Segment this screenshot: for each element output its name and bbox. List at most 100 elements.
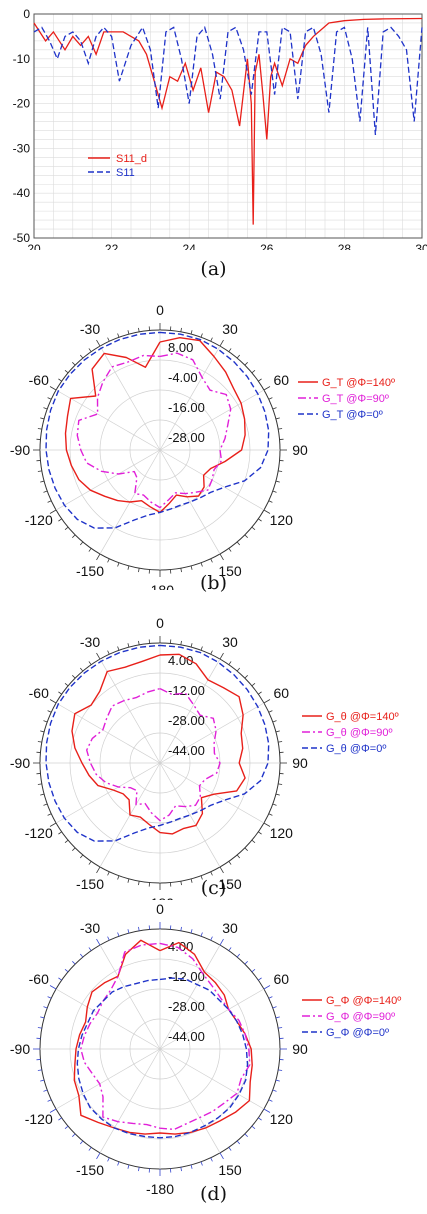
polar-tick (200, 1161, 203, 1166)
polar-tick (43, 490, 48, 493)
polar-tick (272, 803, 277, 806)
polar-tick (272, 720, 277, 723)
a-legend-label: S11_d (116, 153, 147, 165)
polar-tick (58, 831, 62, 835)
polar-tick (58, 691, 62, 695)
polar-tick (236, 1140, 241, 1145)
polar-tick (210, 1157, 213, 1162)
polar-tick (268, 1099, 273, 1102)
polar-radial-label: -12.00 (168, 683, 205, 698)
polar-angle-label: 30 (222, 920, 238, 936)
polar-grid-spoke (159, 658, 221, 764)
polar-grid-spoke (159, 389, 265, 451)
polar-tick (278, 470, 283, 472)
a-plot-frame (33, 13, 423, 239)
polar-tick (219, 866, 224, 874)
polar-series-line-0 (64, 337, 246, 514)
polar-tick (49, 985, 57, 990)
polar-tick (275, 1016, 280, 1019)
polar-angle-label: -90 (10, 442, 30, 458)
polar-tick (40, 730, 45, 733)
polar-radial-label: -16.00 (168, 400, 205, 415)
polar-tick (180, 568, 182, 573)
polar-tick (244, 961, 248, 965)
polar-angle-label: 0 (156, 615, 164, 631)
a-series-line-1 (33, 25, 423, 136)
polar-tick (37, 470, 42, 472)
polar-tick (268, 397, 273, 400)
polar-tick (275, 1079, 280, 1082)
polar-radial-label: -12.00 (168, 969, 205, 984)
polar-tick (244, 362, 248, 366)
polar-tick (49, 699, 57, 704)
polar-tick (251, 1125, 256, 1130)
polar-tick (268, 500, 273, 503)
polar-angle-label: -180 (146, 1181, 174, 1197)
polar-tick (88, 661, 92, 665)
polar-angle-label: 90 (292, 1041, 308, 1057)
a-x-tick-label: 24 (183, 242, 197, 250)
polar-tick (228, 348, 232, 352)
polar-tick (180, 640, 182, 645)
polar-tick (272, 490, 277, 493)
polar-tick (72, 961, 76, 965)
a-x-tick-label: 28 (338, 242, 352, 250)
polar-tick (96, 938, 101, 946)
polar-tick (190, 1164, 193, 1169)
polar-angle-label: -180 (146, 582, 174, 590)
polar-tick (138, 1167, 140, 1172)
polar-tick (79, 953, 84, 958)
polar-tick (107, 1157, 110, 1162)
polar-tick (236, 667, 241, 672)
polar-tick (138, 327, 140, 332)
polar-tick (251, 682, 256, 687)
polar-tick (64, 682, 69, 687)
polar-tick (228, 548, 232, 552)
polar-angle-label: -120 (25, 825, 53, 841)
polar-tick (49, 822, 57, 827)
polar-series-line-2 (45, 331, 270, 529)
polar-angle-label: 60 (273, 971, 289, 987)
polar-angle-label: -180 (146, 895, 174, 900)
polar-tick (244, 1133, 248, 1137)
polar-angle-label: 120 (270, 825, 294, 841)
polar-tick (180, 327, 182, 332)
polar-grid-spoke (159, 944, 221, 1050)
polar-tick (107, 650, 110, 655)
polar-tick (107, 558, 110, 563)
polar-tick (210, 936, 213, 941)
polar-tick (47, 500, 52, 503)
a-y-tick-label: -20 (13, 97, 31, 111)
polar-grid-spoke (55, 762, 161, 824)
polar-legend-label: G_θ @Φ=90º (326, 727, 392, 739)
polar-tick (272, 1089, 277, 1092)
polar-tick (72, 534, 76, 538)
polar-tick (37, 428, 42, 430)
polar-tick (190, 929, 193, 934)
polar-tick (278, 428, 283, 430)
polar-tick (88, 548, 92, 552)
polar-tick (251, 526, 256, 531)
polar-tick (37, 741, 42, 743)
polar-tick (79, 1140, 84, 1145)
polar-tick (275, 793, 280, 796)
polar-tick (49, 509, 57, 514)
polar-grid-spoke (55, 1048, 161, 1110)
polar-tick (88, 348, 92, 352)
polar-series-line-2 (76, 977, 249, 1139)
polar-grid-spoke (159, 762, 221, 868)
polar-tick (200, 646, 203, 651)
polar-tick (96, 866, 101, 874)
polar-tick (117, 333, 120, 338)
polar-tick (40, 480, 45, 483)
s11-line-chart: 20 22 24 26 28 30 0 -10 -20 -30 -40 -50 S11_d S11 (13, 7, 427, 250)
polar-tick (79, 854, 84, 859)
a-legend-label: S11 (116, 167, 135, 179)
polar-series-line-2 (45, 644, 270, 842)
polar-tick (79, 667, 84, 672)
polar-angle-label: 30 (222, 634, 238, 650)
polar-tick (263, 509, 271, 514)
polar-angle-label: -60 (29, 971, 49, 987)
caption-b: (b) (200, 572, 227, 594)
a-y-tick-label: -10 (13, 52, 31, 66)
